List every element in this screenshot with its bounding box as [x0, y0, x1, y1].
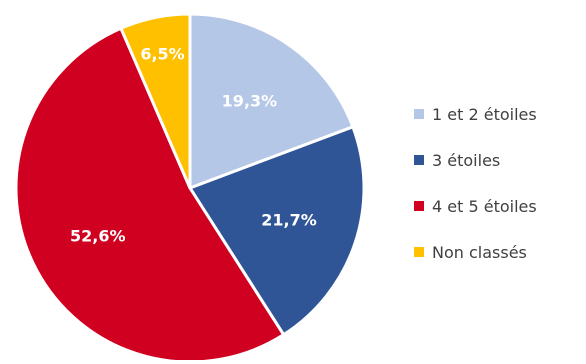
slice-label-non-classes: 6,5%	[140, 45, 184, 64]
legend-label-4-5-etoiles: 4 et 5 étoiles	[432, 196, 537, 216]
legend-label-non-classes: Non classés	[432, 242, 527, 262]
slice-label-4-5-etoiles: 52,6%	[70, 226, 126, 245]
legend-label-3-etoiles: 3 étoiles	[432, 150, 501, 170]
legend-swatch-non-classes	[414, 247, 424, 257]
slice-label-3-etoiles: 21,7%	[261, 211, 317, 230]
pie-slice-non-classes	[119, 12, 192, 190]
legend-item-1-2-etoiles: 1 et 2 étoiles	[414, 104, 584, 124]
legend-item-non-classes: Non classés	[414, 242, 584, 262]
pie-slice-1-2-etoiles	[188, 12, 355, 190]
pie-slice-3-etoiles	[188, 125, 366, 337]
slice-label-1-2-etoiles: 19,3%	[222, 92, 278, 111]
legend-swatch-4-5-etoiles	[414, 201, 424, 211]
legend-label-1-2-etoiles: 1 et 2 étoiles	[432, 104, 537, 124]
legend-item-3-etoiles: 3 étoiles	[414, 150, 584, 170]
legend-swatch-1-2-etoiles	[414, 109, 424, 119]
chart-legend: 1 et 2 étoiles 3 étoiles 4 et 5 étoiles …	[414, 104, 584, 288]
legend-swatch-3-etoiles	[414, 155, 424, 165]
legend-item-4-5-etoiles: 4 et 5 étoiles	[414, 196, 584, 216]
